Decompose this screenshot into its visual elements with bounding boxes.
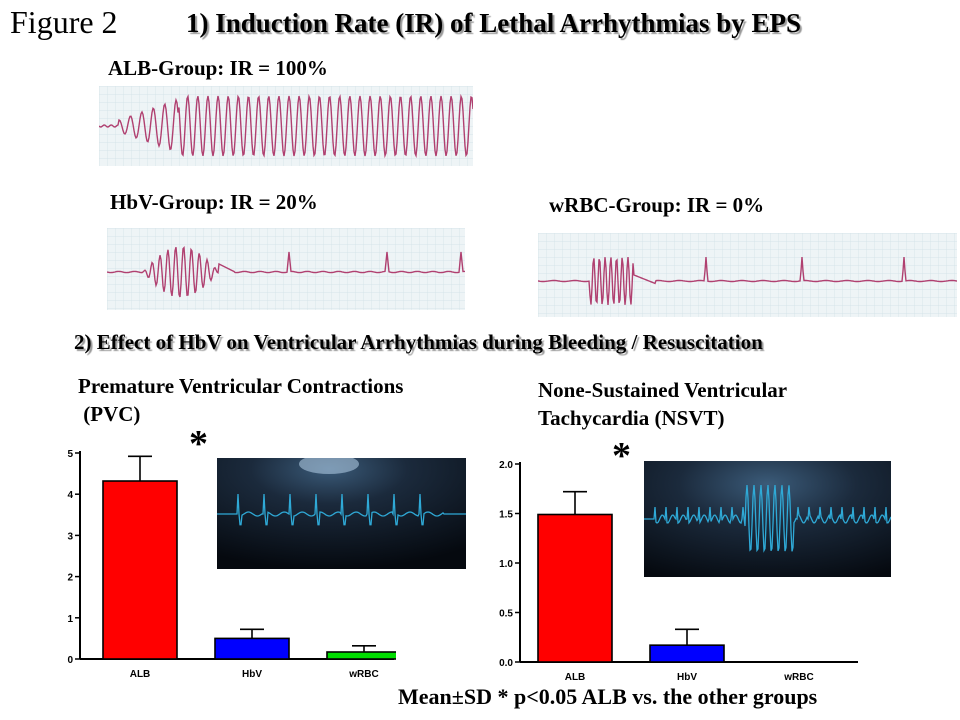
hbv-ecg-strip — [107, 228, 465, 310]
pvc-monitor-trace — [217, 493, 466, 526]
pvc-y-tick-label: 3 — [67, 531, 73, 542]
pvc-x-label-hbv: HbV — [242, 669, 262, 680]
pvc-y-tick-label: 1 — [67, 614, 73, 625]
wrbc-ecg-strip — [538, 233, 957, 317]
figure-label: Figure 2 — [10, 4, 118, 40]
pvc-monitor-image — [217, 458, 466, 569]
pvc-significance-marker: * — [189, 423, 208, 465]
alb-ecg-strip — [99, 86, 473, 166]
nsvt-y-tick-label: 1.5 — [499, 510, 513, 521]
nsvt-title-line2: Tachycardia (NSVT) — [538, 406, 725, 430]
hbv-group-label: HbV-Group: IR = 20% — [110, 190, 318, 214]
nsvt-y-tick-label: 1.0 — [499, 559, 513, 570]
pvc-bar-wrbc — [326, 651, 396, 660]
pvc-y-tick-label: 0 — [67, 655, 73, 666]
nsvt-y-tick-label: 2.0 — [499, 460, 513, 471]
pvc-bar-chart: 0 1 2 3 4 5 ALB HbV wRBC — [67, 449, 396, 680]
pvc-y-tick-label: 4 — [67, 490, 73, 501]
section2-title: 2) Effect of HbV on Ventricular Arrhythm… — [74, 330, 763, 354]
wrbc-ecg-trace — [538, 256, 957, 306]
footer-note: Mean±SD * p<0.05 ALB vs. the other group… — [398, 684, 818, 709]
pvc-x-label-alb: ALB — [130, 669, 151, 680]
nsvt-x-label-hbv: HbV — [677, 672, 697, 683]
section1-title: 1) Induction Rate (IR) of Lethal Arrhyth… — [186, 8, 802, 38]
hbv-ecg-trace — [107, 246, 465, 298]
nsvt-x-label-alb: ALB — [565, 672, 586, 683]
nsvt-bar-hbv — [649, 644, 725, 663]
nsvt-bar-chart: 0.0 0.5 1.0 1.5 2.0 ALB HbV wRBC — [499, 460, 858, 683]
nsvt-significance-marker: * — [612, 435, 631, 477]
pvc-title-line1: Premature Ventricular Contractions — [78, 374, 404, 398]
alb-ecg-trace — [99, 93, 473, 159]
pvc-x-label-wrbc: wRBC — [348, 669, 378, 680]
nsvt-x-label-wrbc: wRBC — [783, 672, 813, 683]
alb-group-label: ALB-Group: IR = 100% — [108, 56, 328, 80]
pvc-bar-alb — [102, 480, 178, 660]
nsvt-chart-title: None-Sustained Ventricular Tachycardia (… — [538, 376, 787, 432]
nsvt-monitor-trace — [644, 484, 891, 553]
nsvt-y-tick-label: 0.0 — [499, 658, 513, 669]
nsvt-monitor-image — [644, 461, 891, 577]
pvc-y-tick-label: 5 — [67, 449, 73, 460]
wrbc-group-label: wRBC-Group: IR = 0% — [549, 193, 765, 217]
nsvt-y-tick-label: 0.5 — [499, 609, 513, 620]
nsvt-bar-alb — [537, 513, 613, 663]
pvc-title-line2: (PVC) — [78, 402, 141, 426]
pvc-bar-hbv — [214, 637, 290, 660]
pvc-chart-title: Premature Ventricular Contractions (PVC) — [78, 372, 403, 428]
pvc-y-tick-label: 2 — [67, 573, 73, 584]
nsvt-title-line1: None-Sustained Ventricular — [538, 378, 788, 402]
